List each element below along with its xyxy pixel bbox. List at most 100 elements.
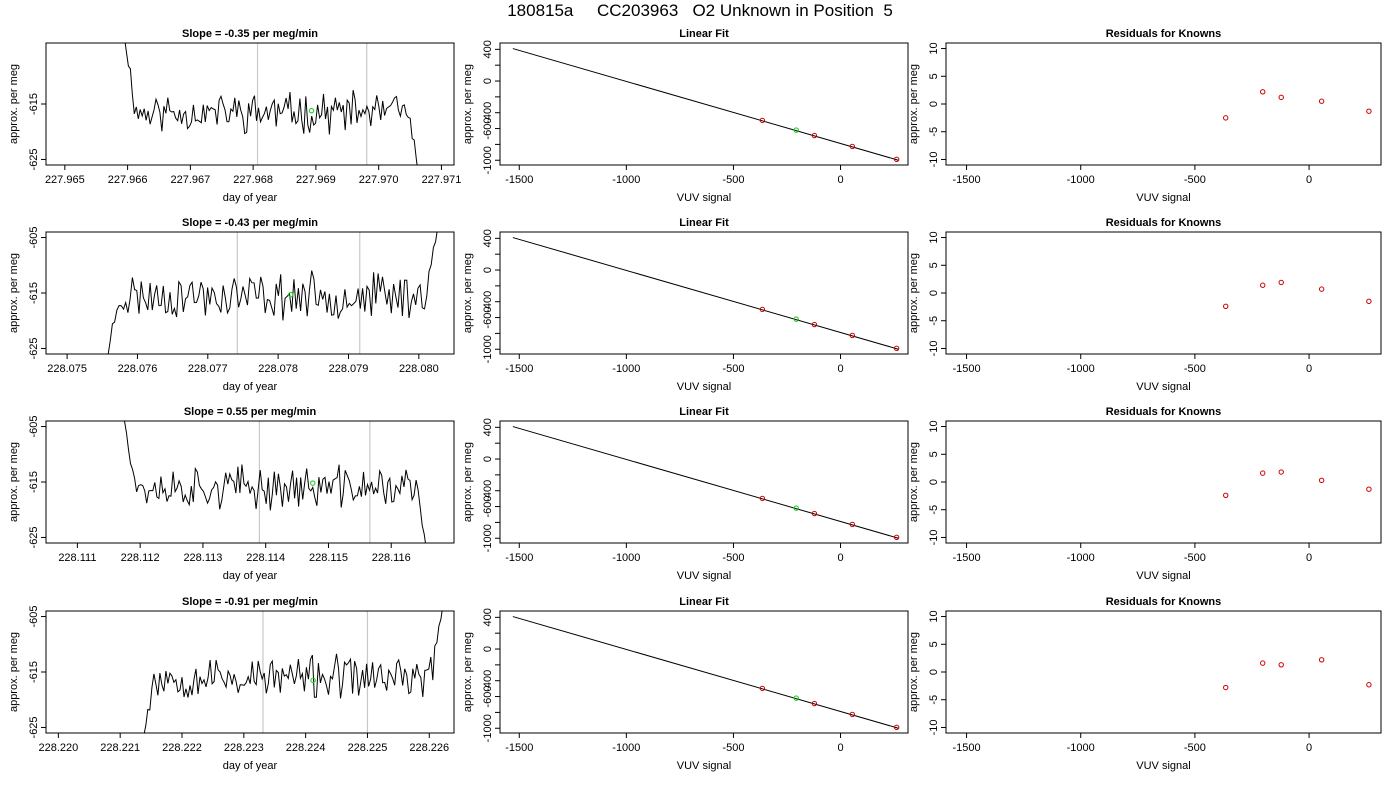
plot-frame [499,610,909,734]
x-tick-label: -500 [722,552,744,564]
x-tick-label: 228.115 [309,552,348,564]
x-tick-label: 228.226 [409,742,449,754]
y-tick-label: 5 [928,262,940,268]
y-tick-label: 400 [482,608,494,626]
known-point [1223,684,1229,691]
x-tick-label: 0 [837,552,843,564]
plot-frame [945,42,1382,166]
known-point [1318,286,1325,292]
x-tick-label: 0 [1306,363,1312,375]
x-tick-label: -500 [1184,174,1206,186]
known-point [1366,486,1372,492]
y-axis-label: approx. per meg [462,64,474,144]
x-tick-label: 228.223 [224,742,264,754]
x-tick-label: 228.112 [121,552,160,564]
panel-title: Residuals for Knowns [1106,406,1222,418]
y-axis-label: approx. per meg [462,442,474,522]
y-tick-label: 0 [482,267,494,273]
known-point [759,495,766,502]
unknown-point [308,107,315,114]
x-tick-label: 228.225 [348,742,388,754]
x-tick-label: 227.967 [170,174,210,186]
unknown-point [793,505,799,511]
x-tick-label: -1000 [1067,742,1095,754]
y-tick-label: 400 [482,418,494,436]
x-tick-label: -1000 [612,363,640,375]
known-point [893,156,900,162]
x-tick-label: 228.111 [58,552,96,564]
y-tick-label: -605 [28,416,40,438]
x-tick-label: 228.221 [100,742,140,754]
x-tick-label: -1000 [1067,552,1095,564]
x-tick-label: -1000 [1067,363,1095,375]
known-point [1223,303,1229,310]
known-point [811,700,818,707]
y-tick-label: -605 [28,227,40,249]
y-tick-label: -605 [28,606,40,628]
x-tick-label: 0 [837,363,843,375]
x-tick-label: -1500 [505,363,533,375]
panel-time-series-3: Slope = 0.55 per meg/min 228.111 228.112 22… [8,406,455,582]
panel-time-series-4: Slope = -0.91 per meg/min 228.220 228.221 2… [8,596,455,772]
x-tick-label: 228.079 [329,363,369,375]
x-tick-label: 228.077 [188,363,228,375]
x-tick-label: 228.078 [258,363,298,375]
known-point [1260,89,1266,95]
known-point [1318,657,1325,663]
x-tick-label: 0 [837,742,843,754]
y-tick-label: -400 [482,480,494,502]
x-tick-label: -1500 [952,174,980,186]
x-tick-label: -1000 [612,742,640,754]
x-tick-label: -500 [722,174,744,186]
panel-title: Residuals for Knowns [1106,596,1222,608]
plot-frame [45,42,455,166]
known-point [1260,470,1266,476]
x-tick-label: 227.971 [422,174,462,186]
unknown-point [310,480,316,486]
known-point [1318,98,1325,104]
x-tick-label: -1500 [952,742,980,754]
y-tick-label: 0 [928,479,940,485]
known-point [1260,282,1266,288]
y-tick-label: -5 [928,316,940,326]
x-tick-label: 0 [1306,742,1312,754]
y-tick-label: -10 [928,530,940,546]
y-tick-label: -10 [928,720,940,736]
x-axis-label: VUV signal [677,381,731,393]
y-tick-label: -600 [482,496,494,518]
y-tick-label: 0 [482,456,494,462]
x-tick-label: -500 [722,363,744,375]
x-tick-label: 227.965 [45,174,85,186]
panel-title: Slope = -0.43 per meg/min [182,217,318,229]
y-tick-label: -600 [482,118,494,140]
series-line [143,611,443,733]
known-point [759,685,766,692]
known-point [1260,660,1266,666]
unknown-point [793,316,799,322]
known-point [811,321,818,328]
x-tick-label: -500 [1184,552,1206,564]
panel-title: Linear Fit [679,217,729,229]
x-axis-label: day of year [223,760,278,772]
x-axis-label: day of year [223,192,278,204]
plot-frame [45,420,455,544]
x-tick-label: 228.113 [183,552,222,564]
x-tick-label: 228.114 [246,552,285,564]
panel-residuals-1: Residuals for Knowns -1500 -1000 -500 0 -10 -5… [908,28,1382,204]
x-tick-label: 228.222 [162,742,202,754]
known-point [893,724,900,730]
known-point [849,143,856,150]
y-tick-label: 10 [928,231,940,243]
known-point [1278,279,1284,286]
x-tick-label: 228.080 [399,363,439,375]
known-point [759,306,766,313]
x-tick-label: 228.076 [118,363,158,375]
panel-time-series-1: Slope = -0.35 per meg/min 227.965 227.966 2… [8,28,461,204]
x-tick-label: -500 [1184,363,1206,375]
y-tick-label: -625 [28,526,40,548]
x-axis-label: VUV signal [1136,381,1190,393]
y-tick-label: -5 [928,127,940,137]
y-tick-label: -5 [928,695,940,705]
x-axis-label: VUV signal [677,570,731,582]
